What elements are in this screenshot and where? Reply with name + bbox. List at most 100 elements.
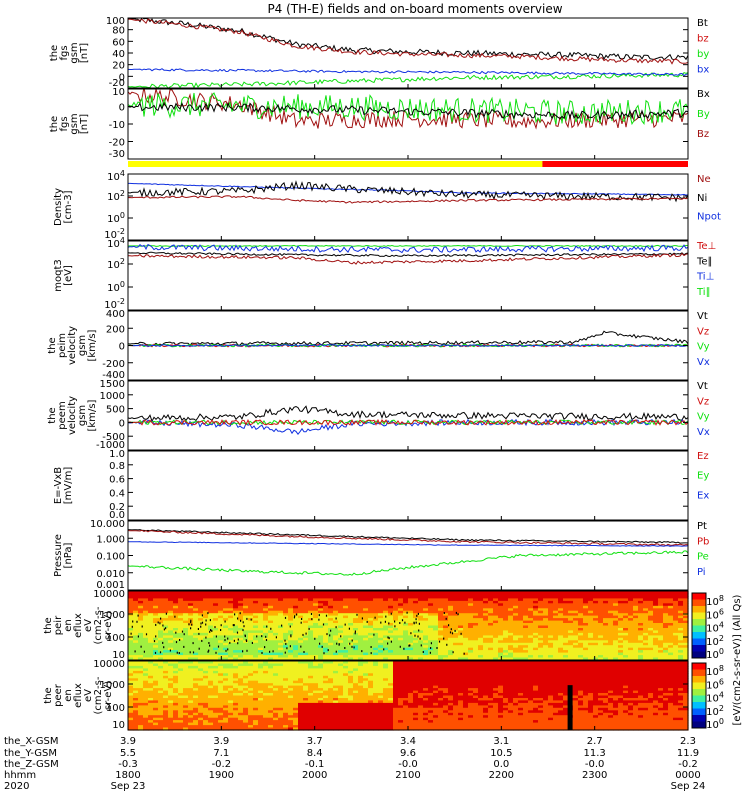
spectrogram-cell [298,628,304,632]
spectrogram-cell [293,642,299,646]
spectrogram-cell [233,635,239,639]
spectrogram-cell [223,657,229,661]
spectrogram-cell [263,652,269,656]
spectrogram-cell [333,595,339,599]
spectrogram-cell [158,655,164,659]
spectrogram-cell [223,637,229,641]
fill-gap-mark [242,629,244,632]
spectrogram-cell [318,615,324,619]
spectrogram-cell [328,620,334,624]
spectrogram-cell [273,650,279,654]
spectrogram-cell [293,623,299,627]
spectrogram-cell [218,618,224,622]
fill-gap-mark [242,621,244,624]
spectrogram-cell [163,618,169,622]
spectrogram-cell [328,635,334,639]
spectrogram-cell [293,625,299,629]
spectrogram-cell [238,591,244,595]
spectrogram-cell [128,591,134,595]
spectrogram-cell [208,632,214,636]
series-line-pe [128,550,688,576]
legend-entry: Pe [697,552,709,563]
spectrogram-cell [228,605,234,609]
spectrogram-cell [293,657,299,661]
spectrogram-cell [228,632,234,636]
spectrogram-cell [128,610,134,614]
spectrogram-cell [308,645,314,649]
spectrogram-cell [193,650,199,654]
spectrogram-cell [238,618,244,622]
spectrogram-cell [193,625,199,629]
spectrogram-cell [173,605,179,609]
spectrogram-cell [298,610,304,614]
spectrogram-cell [193,615,199,619]
spectrogram-cell [133,630,139,634]
spectrogram-cell [158,630,164,634]
spectrogram-cell [233,618,239,622]
spectrogram-cell [153,600,159,604]
y-tick-label: 1.000 [96,534,125,545]
spectrogram-cell [173,632,179,636]
fill-gap-mark [294,615,296,618]
spectrogram-cell [133,652,139,656]
spectrogram-cell [218,655,224,659]
spectrogram-cell [163,632,169,636]
spectrogram-cell [138,657,144,661]
spectrogram-cell [308,603,314,607]
spectrogram-cell [273,657,279,661]
spectrogram-cell [143,657,149,661]
spectrogram-cell [238,640,244,644]
spectrogram-cell [268,603,274,607]
spectrogram-cell [188,628,194,632]
spectrogram-cell [323,632,329,636]
spectrogram-cell [263,610,269,614]
fill-gap-mark [162,641,164,644]
spectrogram-cell [203,595,209,599]
spectrogram-cell [268,630,274,634]
y-axis-label: fgs [59,45,70,60]
spectrogram-cell [338,598,344,602]
spectrogram-cell [303,623,309,627]
spectrogram-cell [183,637,189,641]
spectrogram-cell [318,652,324,656]
spectrogram-cell [233,657,239,661]
spectrogram-cell [153,645,159,649]
spectrogram-cell [173,598,179,602]
spectrogram-cell [148,591,154,595]
spectrogram-cell [168,645,174,649]
spectrogram-cell [248,613,254,617]
spectrogram-cell [128,623,134,627]
panel-frame [127,520,689,591]
spectrogram-cell [173,655,179,659]
spectrogram-cell [308,608,314,612]
fill-gap-mark [335,617,337,620]
spectrogram-cell [213,595,219,599]
spectrogram-cell [323,652,329,656]
spectrogram-cell [298,598,304,602]
spectrogram-cell [283,652,289,656]
spectrogram-cell [168,652,174,656]
spectrogram-cell [293,608,299,612]
spectrogram-cell [208,623,214,627]
spectrogram-cell [163,642,169,646]
spectrogram-cell [333,647,339,651]
spectrogram-cell [318,645,324,649]
spectrogram-cell [273,623,279,627]
spectrogram-cell [208,645,214,649]
spectrogram-cell [328,640,334,644]
spectrogram-cell [273,593,279,597]
series-line-ne [128,195,688,204]
spectrogram-cell [278,610,284,614]
spectrogram-cell [213,615,219,619]
spectrogram-cell [238,603,244,607]
spectrogram-cell [233,615,239,619]
spectrogram-cell [253,618,259,622]
spectrogram-cell [283,625,289,629]
spectrogram-cell [253,647,259,651]
spectrogram-cell [168,625,174,629]
spectrogram-cell [153,650,159,654]
spectrogram-cell [133,647,139,651]
spectrogram-cell [183,610,189,614]
spectrogram-cell [298,647,304,651]
fill-gap-mark [242,650,244,653]
